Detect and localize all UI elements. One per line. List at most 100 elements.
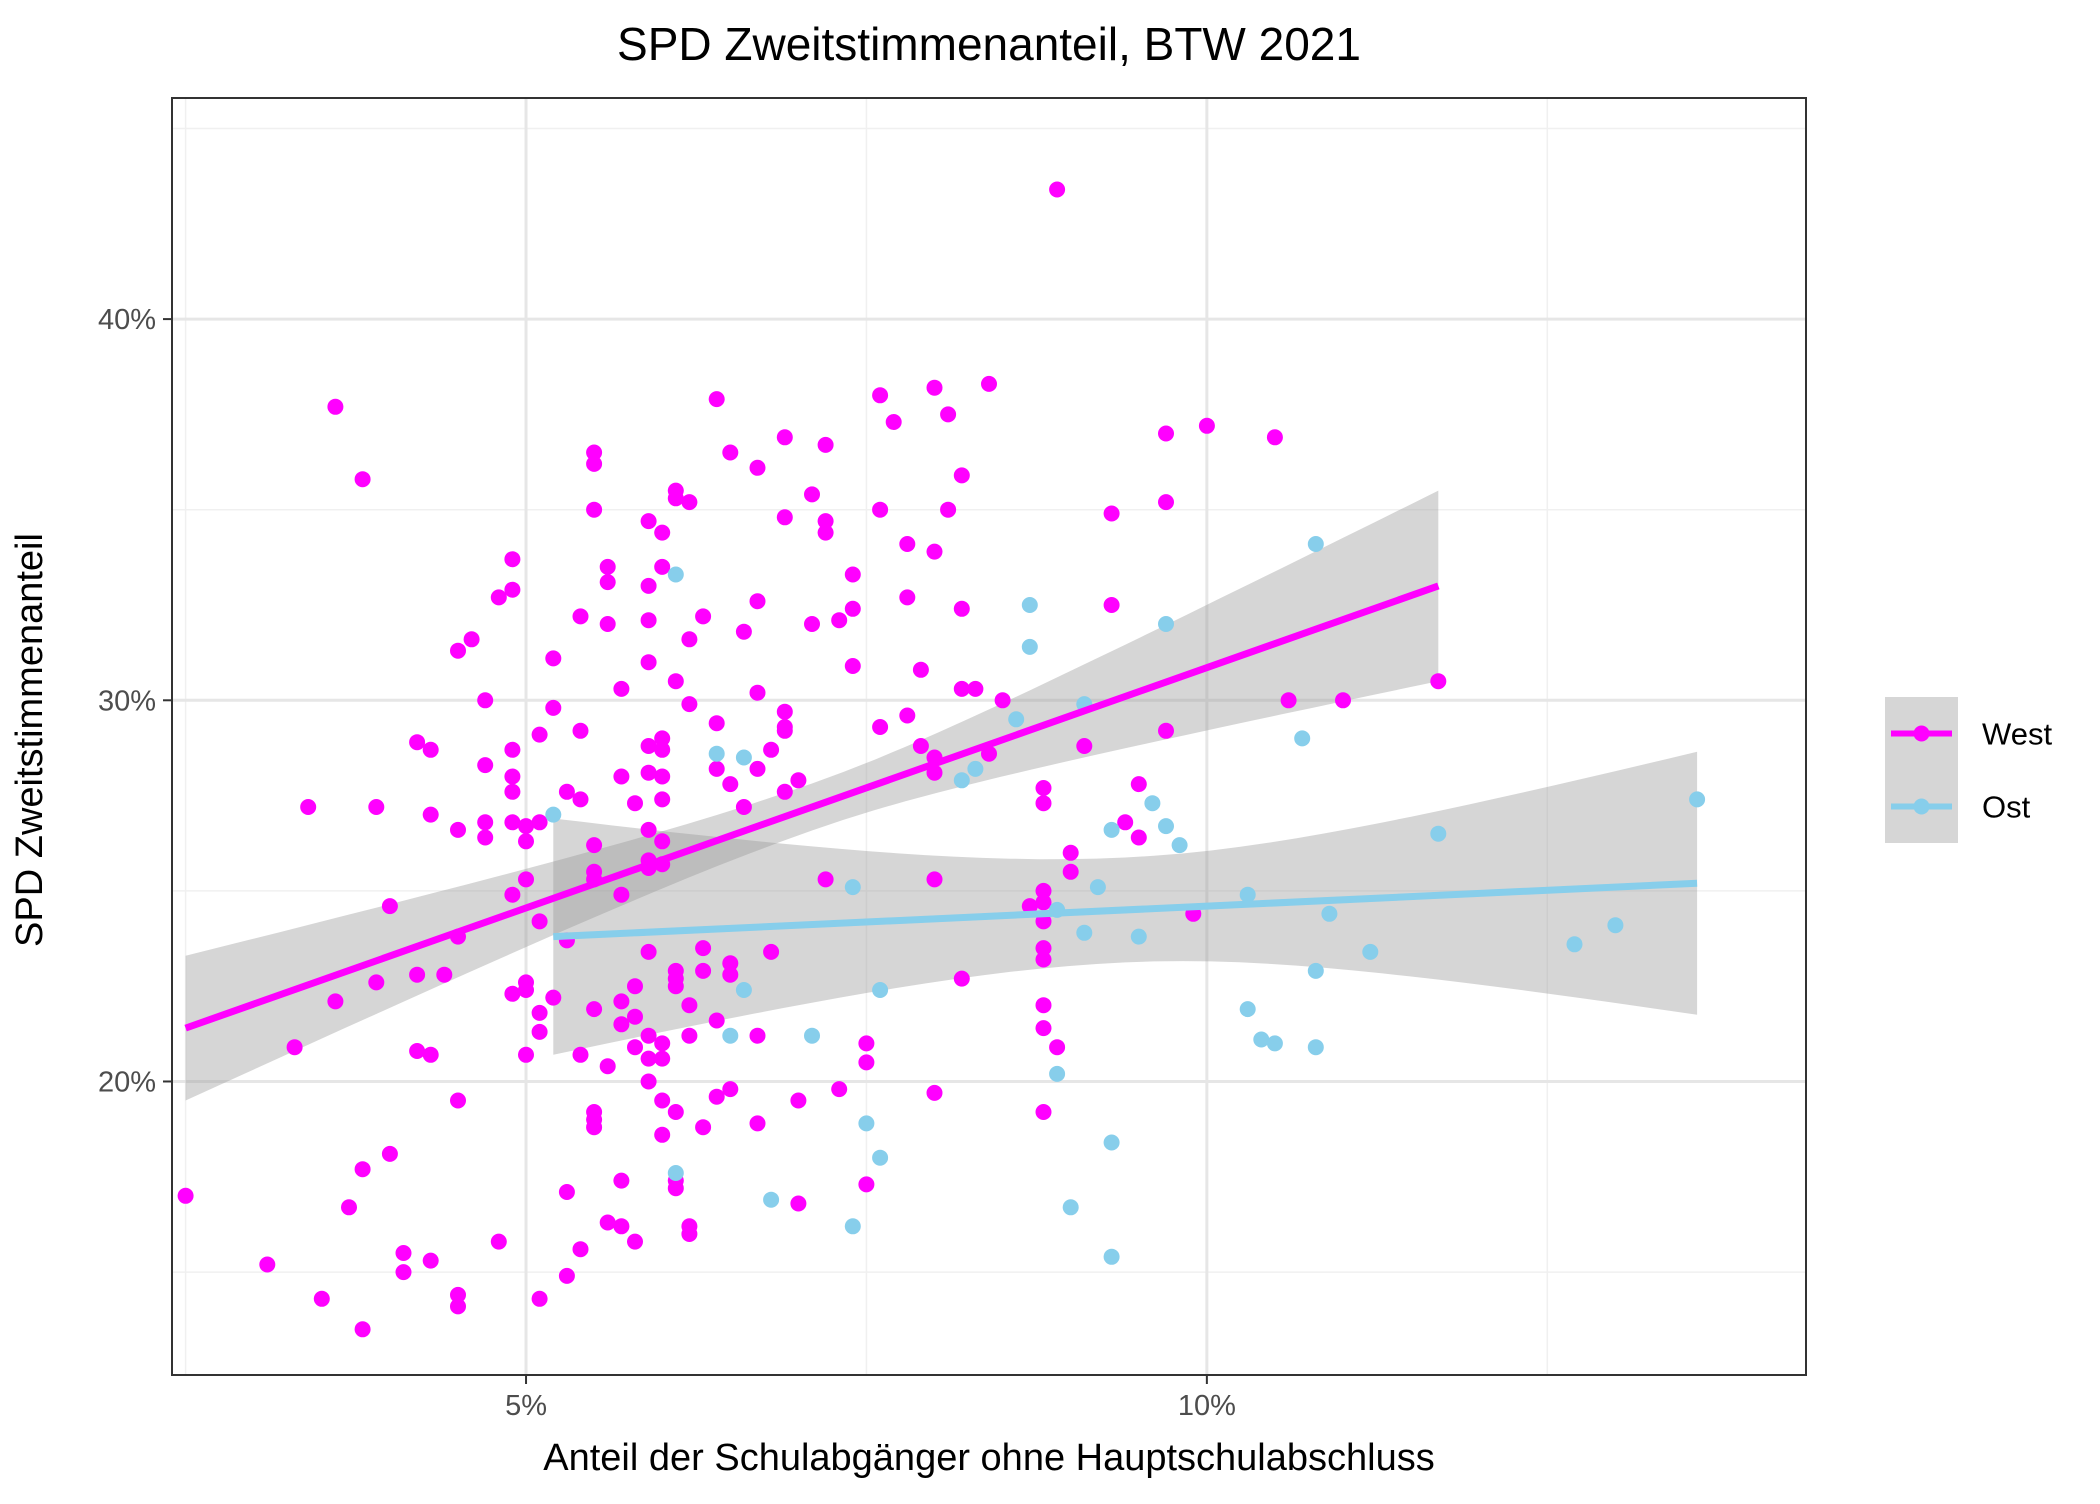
point-west [640, 943, 657, 960]
legend-point-ost [1913, 798, 1930, 815]
point-ost [1089, 879, 1106, 896]
point-ost [953, 772, 970, 789]
point-west [640, 1027, 657, 1044]
point-west [477, 757, 494, 774]
y-tick-label: 40% [98, 304, 156, 336]
point-ost [735, 982, 752, 998]
point-west [531, 1290, 548, 1307]
point-west [994, 692, 1011, 709]
point-west [436, 966, 453, 983]
point-west [627, 1233, 643, 1250]
point-ost [1253, 1031, 1270, 1048]
point-west [749, 1115, 766, 1132]
point-west [286, 1039, 303, 1056]
point-ost [735, 749, 752, 766]
point-west [858, 1176, 875, 1193]
point-west [831, 612, 848, 629]
point-west [817, 436, 834, 453]
point-west [667, 673, 684, 690]
point-west [531, 726, 548, 743]
point-west [722, 444, 739, 461]
point-ost [804, 1027, 820, 1044]
point-west [599, 1058, 616, 1075]
point-ost [1307, 1039, 1324, 1056]
point-west [640, 1050, 657, 1067]
point-west [518, 871, 534, 888]
point-west [572, 608, 589, 625]
point-west [654, 1050, 671, 1067]
point-west [450, 821, 466, 838]
point-west [368, 974, 385, 991]
point-west [531, 1023, 548, 1040]
point-west [695, 608, 712, 625]
point-ost [708, 745, 725, 762]
point-west [1280, 692, 1297, 709]
point-west [722, 776, 739, 793]
point-west [844, 566, 861, 583]
point-west [858, 1035, 875, 1052]
point-west [1130, 776, 1147, 793]
point-west [1035, 882, 1052, 899]
y-axis-title: SPD Zweitstimmenanteil [9, 533, 51, 947]
point-west [749, 760, 766, 777]
point-ost [1049, 1065, 1066, 1082]
point-ost [1239, 886, 1256, 903]
point-west [749, 684, 766, 701]
point-ost [1689, 791, 1706, 808]
point-west [518, 1046, 534, 1063]
point-west [872, 387, 889, 404]
point-west [1035, 940, 1052, 957]
point-west [300, 799, 317, 815]
point-west [450, 1286, 466, 1303]
point-west [722, 955, 739, 972]
point-west [1035, 1020, 1052, 1037]
point-west [613, 1016, 630, 1033]
point-west [1035, 951, 1052, 968]
point-west [613, 993, 630, 1010]
point-ost [667, 566, 684, 583]
point-west [817, 513, 834, 530]
point-ost [1321, 905, 1338, 922]
point-west [981, 375, 997, 392]
point-west [953, 467, 970, 484]
point-west [640, 1073, 657, 1090]
point-west [450, 642, 466, 659]
point-ost [1307, 962, 1324, 979]
point-west [627, 795, 643, 812]
confidence-band-west [185, 490, 1439, 1101]
point-west [763, 943, 780, 960]
legend-label-west: West [1982, 717, 2052, 752]
point-west [654, 1035, 671, 1052]
point-west [177, 1187, 194, 1204]
point-west [1103, 597, 1120, 613]
point-west [504, 741, 521, 758]
point-west [654, 791, 671, 808]
point-west [640, 764, 657, 781]
point-west [681, 696, 698, 713]
point-west [722, 1081, 739, 1098]
point-ost [545, 806, 562, 823]
point-ost [1130, 928, 1147, 945]
point-west [654, 1092, 671, 1109]
point-west [586, 837, 603, 854]
point-west [735, 623, 752, 640]
point-ost [1362, 943, 1379, 960]
grid [172, 98, 1806, 1375]
point-west [504, 814, 521, 831]
point-west [518, 974, 534, 991]
point-west [368, 799, 385, 815]
point-west [531, 814, 548, 831]
point-west [558, 783, 575, 800]
chart-title: SPD Zweitstimmenanteil, BTW 2021 [617, 18, 1361, 70]
point-ost [1294, 730, 1311, 747]
point-west [504, 581, 521, 598]
point-west [1035, 997, 1052, 1014]
point-west [381, 1145, 398, 1162]
point-west [695, 1119, 712, 1136]
y-tick-label: 20% [98, 1066, 156, 1098]
point-west [749, 1027, 766, 1044]
point-west [708, 1088, 725, 1105]
point-west [518, 833, 534, 850]
point-ost [872, 982, 889, 998]
